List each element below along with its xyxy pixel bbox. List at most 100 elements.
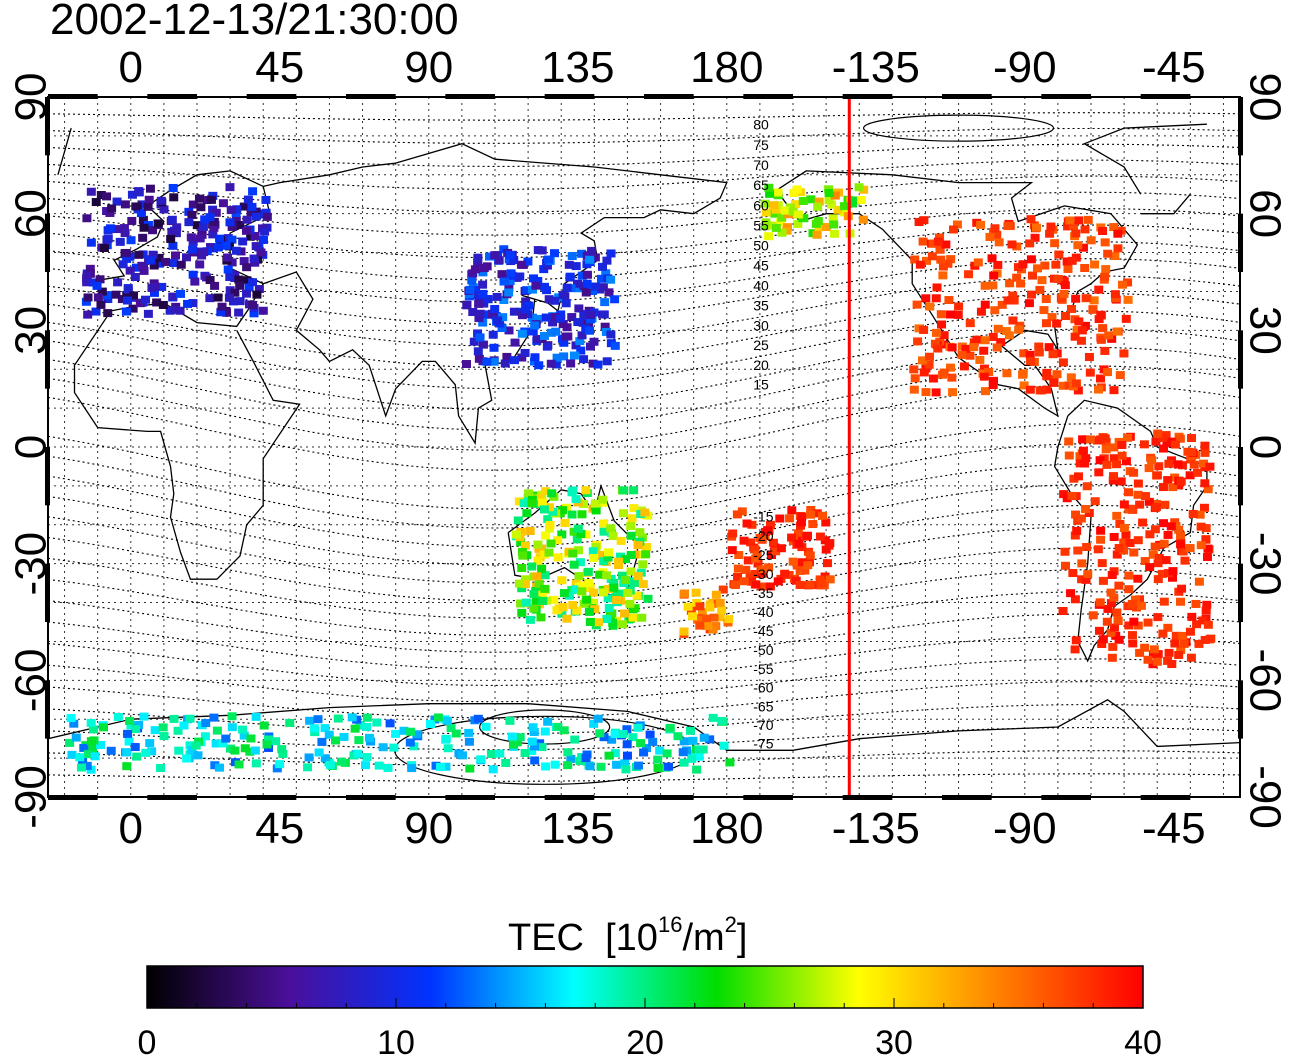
tec-cell-australia: [637, 613, 647, 622]
tec-cell-south-america: [1177, 584, 1187, 593]
tec-cell-east-asia: [589, 337, 599, 346]
frame-tick-top: [644, 94, 694, 99]
tec-cell-south-america: [1060, 561, 1070, 570]
frame-tick-left: [45, 97, 50, 156]
tec-cell-antarctica: [559, 726, 569, 735]
tec-cell-north-america: [1026, 290, 1036, 299]
tec-cell-north-america: [909, 365, 919, 374]
tec-cell-antarctica: [278, 749, 288, 758]
tec-cell-europe: [127, 216, 137, 225]
tec-cell-europe: [82, 271, 92, 280]
tec-cell-pacific: [791, 576, 801, 585]
tec-cell-south-america: [1119, 523, 1129, 532]
tec-cell-antarctica: [653, 755, 663, 764]
tec-cell-antarctica: [465, 764, 475, 773]
tec-cell-north-america: [976, 307, 986, 316]
tec-cell-north-america: [1086, 236, 1096, 245]
tec-cell-alaska: [814, 197, 824, 206]
tec-cell-south-america: [1098, 635, 1108, 644]
tec-cell-south-america: [1112, 608, 1122, 617]
tec-cell-east-asia: [577, 249, 587, 258]
y-tick-label-left: -90: [7, 765, 56, 829]
tec-cell-antarctica: [442, 716, 452, 725]
tec-cell-europe: [198, 222, 208, 231]
tec-cell-australia: [612, 596, 622, 605]
tec-cell-alaska: [812, 230, 822, 239]
tec-cell-north-america: [965, 319, 975, 328]
tec-cell-south-america: [1136, 601, 1146, 610]
tec-cell-north-america: [1026, 255, 1036, 264]
tec-cell-north-america: [941, 240, 951, 249]
tec-cell-antarctica: [563, 748, 573, 757]
frame-tick-bottom: [743, 795, 793, 800]
tec-cell-north-america: [932, 283, 942, 292]
contour-label: 40: [753, 277, 769, 293]
tec-cell-north-america: [1094, 315, 1104, 324]
tec-cell-north-america: [1049, 378, 1059, 387]
tec-cell-europe: [145, 184, 155, 193]
tec-cell-north-america: [1098, 324, 1108, 333]
tec-cell-australia: [591, 542, 601, 551]
tec-cell-south-america: [1127, 631, 1137, 640]
colorbar-tick-label: 40: [1124, 1024, 1162, 1057]
tec-cell-antarctica: [337, 757, 347, 766]
tec-cell-antarctica: [507, 732, 517, 741]
tec-cell-pacific: [760, 531, 770, 540]
tec-cell-australia: [640, 508, 650, 517]
tec-cell-alaska: [791, 200, 801, 209]
tec-cell-europe: [134, 187, 144, 196]
tec-cell-north-america: [1063, 222, 1073, 231]
tec-cell-east-asia: [523, 310, 533, 319]
tec-cell-europe: [99, 244, 109, 253]
tec-cell-pacific: [825, 575, 835, 584]
tec-cell-north-america: [1100, 346, 1110, 355]
tec-cell-europe: [83, 293, 93, 302]
tec-cell-east-asia: [462, 301, 472, 310]
tec-cell-east-asia: [509, 307, 519, 316]
tec-cell-south-america: [1124, 621, 1134, 630]
tec-cell-north-america: [1026, 215, 1036, 224]
tec-cell-europe: [205, 276, 215, 285]
tec-cell-north-america: [1018, 260, 1028, 269]
tec-cell-south-america: [1153, 559, 1163, 568]
tec-cell-pacific: [771, 547, 781, 556]
tec-cell-south-america: [1152, 502, 1162, 511]
tec-cell-new-zealand: [691, 588, 701, 597]
tec-cell-south-america: [1074, 472, 1084, 481]
colorbar-tick-label: 30: [875, 1024, 913, 1057]
tec-cell-australia: [582, 595, 592, 604]
tec-cell-antarctica: [515, 733, 525, 742]
tec-cell-east-asia: [522, 286, 532, 295]
tec-cell-antarctica: [209, 713, 219, 722]
tec-cell-east-asia: [564, 260, 574, 269]
tec-cell-alaska: [764, 183, 774, 192]
contour-label: 50: [753, 237, 769, 253]
tec-cell-alaska: [839, 202, 849, 211]
tec-cell-pacific: [739, 536, 749, 545]
tec-cell-australia: [533, 556, 543, 565]
tec-cell-south-america: [1115, 519, 1125, 528]
tec-cell-south-america: [1152, 471, 1162, 480]
tec-cell-australia: [546, 539, 556, 548]
tec-cell-south-america: [1101, 445, 1111, 454]
tec-cell-antarctica: [618, 730, 628, 739]
tec-cell-australia: [599, 527, 609, 536]
tec-cell-east-asia: [548, 318, 558, 327]
tec-cell-antarctica: [473, 714, 483, 723]
tec-cell-antarctica: [239, 731, 249, 740]
tec-cell-europe: [112, 225, 122, 234]
tec-cell-east-asia: [579, 309, 589, 318]
tec-cell-north-america: [935, 245, 945, 254]
tec-cell-new-zealand: [693, 615, 703, 624]
tec-cell-new-zealand: [708, 625, 718, 634]
tec-cell-north-america: [1025, 385, 1035, 394]
tec-cell-europe: [196, 203, 206, 212]
tec-cell-east-asia: [593, 360, 603, 369]
tec-cell-north-america: [921, 294, 931, 303]
tec-cell-europe: [223, 253, 233, 262]
tec-cell-europe: [206, 195, 216, 204]
tec-cell-north-america: [1027, 271, 1037, 280]
tec-cell-north-america: [987, 254, 997, 263]
tec-cell-south-america: [1135, 500, 1145, 509]
tec-cell-europe: [186, 233, 196, 242]
